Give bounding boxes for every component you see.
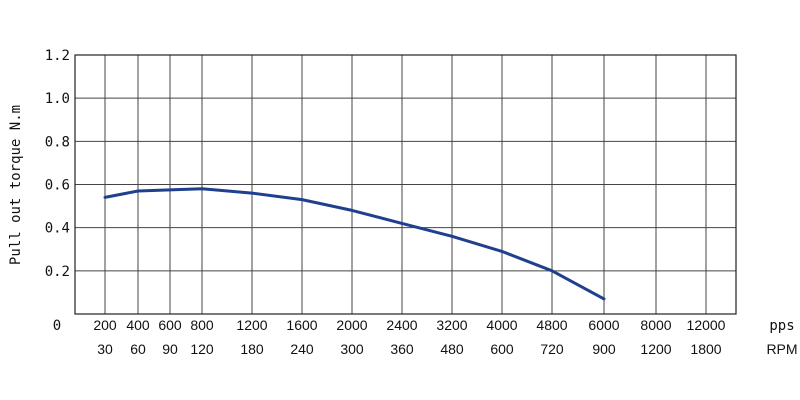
y-tick-label: 1.2 — [45, 48, 70, 64]
y-tick-label: 0.2 — [45, 264, 70, 280]
x-tick-label: 4000 — [486, 317, 517, 333]
y-tick-label: 0.4 — [45, 221, 70, 237]
x-tick-label: 480 — [440, 341, 464, 357]
x-tick-label: 1200 — [640, 341, 671, 357]
x-tick-label: 600 — [158, 317, 182, 333]
data-point — [501, 250, 503, 253]
x-tick-label: 3200 — [436, 317, 467, 333]
x-tick-label: 1200 — [236, 317, 267, 333]
x-tick-label: 1800 — [690, 341, 721, 357]
x-tick-label: 600 — [490, 341, 514, 357]
x-tick-label: 720 — [540, 341, 564, 357]
x-tick-label: 6000 — [588, 317, 619, 333]
data-point — [451, 235, 453, 238]
x-tick-label: 2400 — [386, 317, 417, 333]
x-tick-label: 800 — [190, 317, 214, 333]
y-tick-label: 0.6 — [45, 178, 70, 194]
plot-frame — [74, 54, 737, 315]
y-tick-label: 0.8 — [45, 134, 70, 150]
x-tick-label: 1600 — [286, 317, 317, 333]
x-tick-label: 12000 — [687, 317, 726, 333]
x-tick-label: 400 — [126, 317, 150, 333]
data-point — [301, 198, 303, 201]
grid — [75, 55, 736, 314]
series-layer — [103, 187, 606, 301]
x-tick-label: 200 — [93, 317, 117, 333]
x-tick-label: 300 — [340, 341, 364, 357]
x-unit-label: RPM — [766, 341, 797, 357]
origin-label: 0 — [53, 318, 61, 334]
x-tick-label: 30 — [97, 341, 113, 357]
data-point — [251, 192, 253, 194]
x-tick-label: 240 — [290, 341, 314, 357]
data-point — [137, 190, 139, 192]
x-tick-label: 180 — [240, 341, 264, 357]
x-tick-label: 120 — [190, 341, 214, 357]
data-point — [551, 270, 553, 272]
x-tick-label: 4800 — [536, 317, 567, 333]
x-tick-label: 8000 — [640, 317, 671, 333]
x-tick-label: 90 — [162, 341, 178, 357]
data-point — [351, 209, 353, 212]
x-unit-label: pps — [769, 318, 794, 334]
y-tick-label: 1.0 — [45, 91, 70, 107]
x-tick-label: 360 — [390, 341, 414, 357]
x-tick-label: 2000 — [336, 317, 367, 333]
torque-curve — [103, 187, 606, 301]
x-tick-label: 60 — [130, 341, 146, 357]
data-point — [104, 196, 106, 199]
x-tick-label: 900 — [592, 341, 616, 357]
data-point — [603, 298, 605, 300]
data-point — [201, 188, 203, 190]
y-axis-label: Pull out torque N.m — [8, 105, 24, 265]
data-point — [401, 222, 403, 225]
